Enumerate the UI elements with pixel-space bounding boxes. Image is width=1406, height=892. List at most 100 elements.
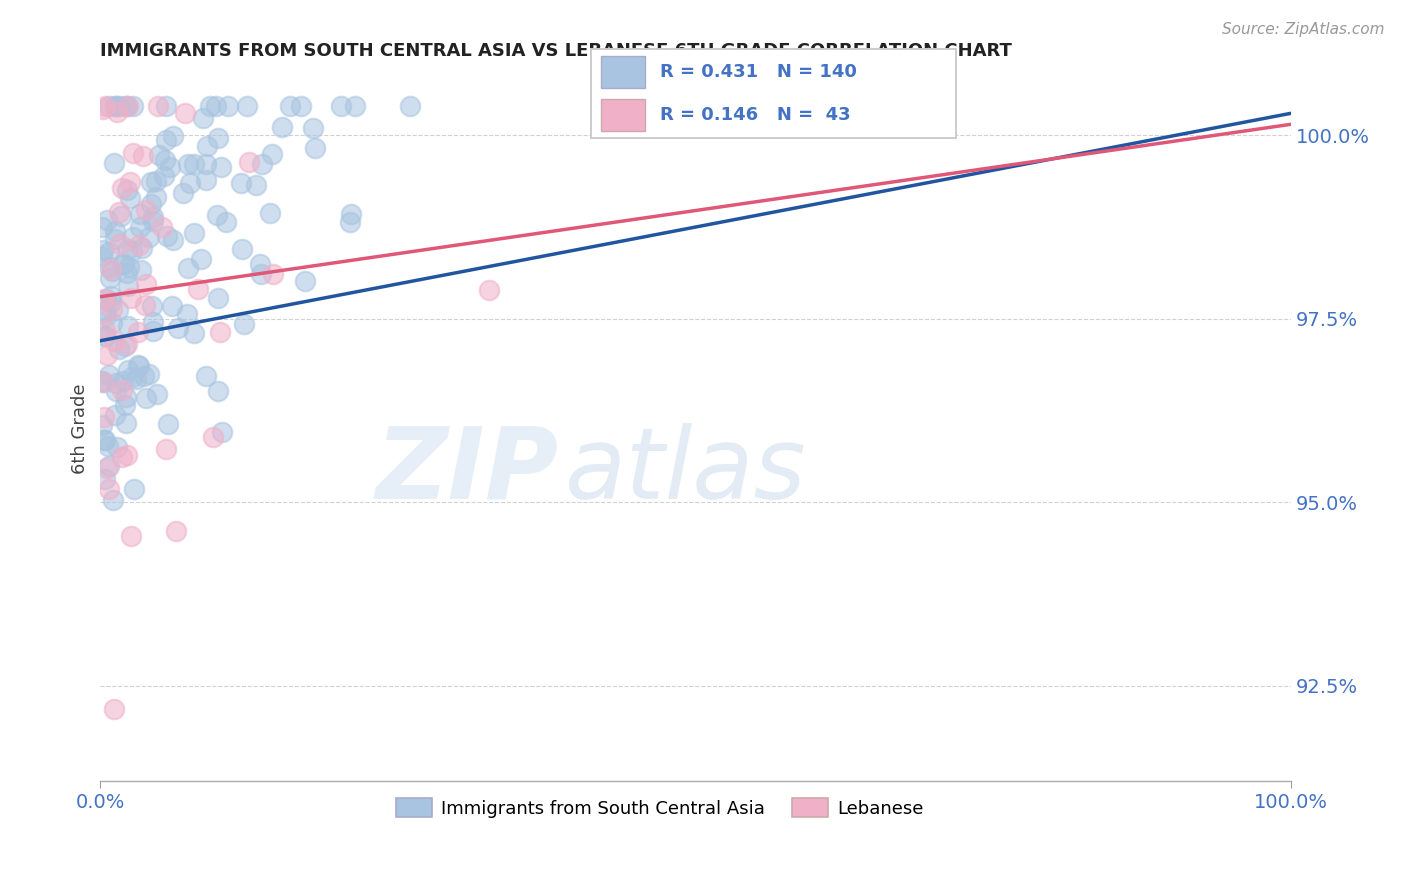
Point <box>215 215 238 229</box>
Point <box>94 323 117 337</box>
Point <box>107 303 129 318</box>
Point <box>96 212 118 227</box>
Point <box>172 186 194 200</box>
Point <box>211 425 233 440</box>
Point <box>118 190 141 204</box>
Point <box>129 219 152 234</box>
Point <box>142 214 165 228</box>
Text: ZIP: ZIP <box>375 423 558 519</box>
Point <box>104 232 127 246</box>
Point <box>121 370 143 384</box>
Point <box>260 147 283 161</box>
Point <box>117 448 139 462</box>
Point <box>250 156 273 170</box>
Point <box>107 441 129 455</box>
Point <box>97 439 120 453</box>
Point <box>101 493 124 508</box>
Point <box>114 399 136 413</box>
Point <box>128 359 150 373</box>
Point <box>122 483 145 497</box>
Point <box>131 242 153 256</box>
Point <box>118 175 141 189</box>
Point <box>339 215 361 229</box>
Point <box>114 99 136 113</box>
Point <box>115 266 138 280</box>
Point <box>94 309 117 323</box>
Point <box>90 417 112 432</box>
Point <box>93 292 115 306</box>
Point <box>190 252 212 266</box>
Point <box>115 416 138 430</box>
Point <box>139 196 162 211</box>
Point <box>132 148 155 162</box>
Point <box>155 133 177 147</box>
Point <box>217 99 239 113</box>
Point <box>142 210 165 224</box>
Point <box>90 374 112 388</box>
Point <box>250 267 273 281</box>
Point <box>117 99 139 113</box>
Point <box>177 260 200 275</box>
Text: R = 0.431   N = 140: R = 0.431 N = 140 <box>659 63 856 81</box>
Y-axis label: 6th Grade: 6th Grade <box>72 384 89 474</box>
Point <box>159 160 181 174</box>
Point <box>124 372 146 386</box>
Point <box>101 316 124 330</box>
Point <box>155 153 177 167</box>
Point <box>160 300 183 314</box>
FancyBboxPatch shape <box>602 56 645 88</box>
Point <box>195 139 218 153</box>
Point <box>100 295 122 310</box>
Point <box>105 376 128 390</box>
Point <box>91 102 114 116</box>
Point <box>122 229 145 244</box>
Point <box>294 274 316 288</box>
Point <box>304 141 326 155</box>
Point <box>478 283 501 297</box>
Point <box>91 376 114 390</box>
Point <box>271 120 294 134</box>
Point <box>134 298 156 312</box>
Point <box>115 390 138 404</box>
Point <box>141 299 163 313</box>
Point <box>98 458 121 473</box>
Point <box>117 318 139 333</box>
Point <box>207 130 229 145</box>
Point <box>104 408 127 422</box>
Point <box>132 368 155 383</box>
Point <box>162 128 184 143</box>
Point <box>127 325 149 339</box>
Point <box>233 318 256 332</box>
Legend: Immigrants from South Central Asia, Lebanese: Immigrants from South Central Asia, Leba… <box>389 791 931 825</box>
Point <box>162 233 184 247</box>
Point <box>187 282 209 296</box>
Point <box>93 328 115 343</box>
Point <box>231 242 253 256</box>
Point <box>114 339 136 353</box>
Point <box>103 334 125 348</box>
Point <box>183 326 205 341</box>
Point <box>90 220 112 235</box>
Point <box>128 238 150 252</box>
Point <box>97 99 120 113</box>
Point <box>110 209 132 223</box>
Point <box>105 384 128 398</box>
Point <box>111 384 134 398</box>
Point <box>201 430 224 444</box>
Point <box>117 363 139 377</box>
Point <box>110 181 132 195</box>
Point <box>103 156 125 170</box>
Point <box>330 99 353 113</box>
Point <box>121 99 143 113</box>
Point <box>176 307 198 321</box>
Point <box>399 99 422 113</box>
Point <box>301 120 323 135</box>
Point <box>236 99 259 113</box>
Point <box>107 104 129 119</box>
Point <box>98 482 121 496</box>
Point <box>118 260 141 274</box>
Point <box>156 417 179 431</box>
Point <box>259 206 281 220</box>
Point <box>207 291 229 305</box>
Point <box>195 157 218 171</box>
